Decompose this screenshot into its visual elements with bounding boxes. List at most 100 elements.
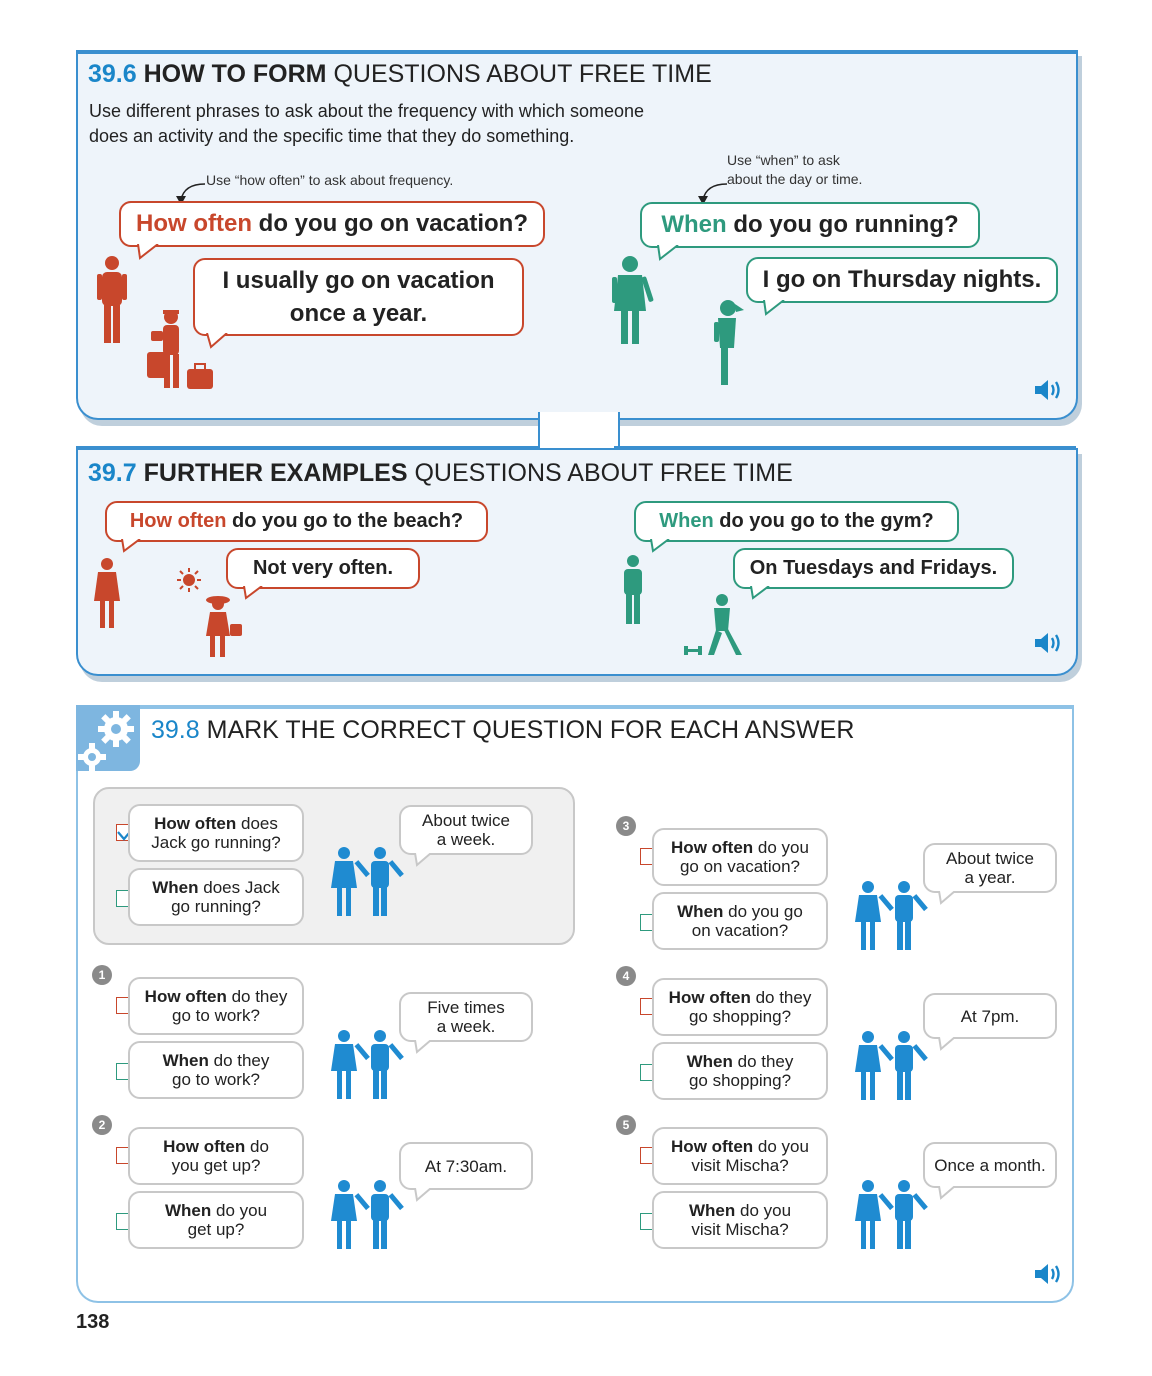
option-text: go to work? xyxy=(172,1006,260,1025)
bubble-tail xyxy=(137,244,159,260)
option-text: go running? xyxy=(171,897,261,916)
option-keyword: How often xyxy=(671,1137,754,1156)
option-keyword: How often xyxy=(668,988,751,1007)
exercise-number-badge: 1 xyxy=(92,965,112,985)
exercise-number-badge: 2 xyxy=(92,1115,112,1135)
bubble-tail xyxy=(243,586,263,600)
note-when-line: about the day or time. xyxy=(727,171,863,187)
gym-exercise-figure xyxy=(684,594,742,655)
answer-bubble: I go on Thursday nights. xyxy=(746,257,1058,303)
answer-text: Five times xyxy=(427,998,505,1017)
bubble-tail xyxy=(938,891,956,905)
option-when[interactable]: When do you go on vacation? xyxy=(652,892,828,950)
answer-text: a year. xyxy=(964,868,1016,887)
option-text: do you go xyxy=(728,902,803,921)
section-heading-rest: QUESTIONS ABOUT FREE TIME xyxy=(333,60,712,88)
option-text: go on vacation? xyxy=(679,857,801,876)
option-when[interactable]: When do they go to work? xyxy=(128,1041,304,1099)
answer-bubble: About twice a week. xyxy=(399,805,533,855)
bubble-tail xyxy=(121,539,141,553)
option-how-often[interactable]: How often do you go on vacation? xyxy=(652,828,828,886)
question-highlight: How often xyxy=(129,510,227,532)
question-bubble: How often do you go to the beach? xyxy=(105,501,488,542)
section-39-8-title: 39.8 MARK THE CORRECT QUESTION FOR EACH … xyxy=(151,716,854,745)
conversation-figures xyxy=(331,1180,404,1249)
exercise-number-badge: 4 xyxy=(616,966,636,986)
option-when[interactable]: When do you get up? xyxy=(128,1191,304,1249)
runner-woman-figure xyxy=(714,300,744,385)
option-how-often[interactable]: How often do they go to work? xyxy=(128,977,304,1035)
intro-line: does an activity and the specific time t… xyxy=(89,126,575,146)
beachgoer-figure xyxy=(206,596,242,657)
panel-top-border-right xyxy=(614,446,1076,448)
option-keyword: When xyxy=(686,1052,733,1071)
woman-figure xyxy=(94,558,120,628)
section-heading-bold: FURTHER EXAMPLES xyxy=(143,459,408,487)
note-when: Use “when” to ask about the day or time. xyxy=(727,151,862,189)
option-text: do they xyxy=(737,1052,794,1071)
section-heading-bold: HOW TO FORM xyxy=(143,60,327,88)
conversation-figures xyxy=(855,881,928,950)
page-number: 138 xyxy=(76,1311,110,1333)
option-when[interactable]: When does Jack go running? xyxy=(128,868,304,926)
option-when[interactable]: When do you visit Mischa? xyxy=(652,1191,828,1249)
bubble-tail xyxy=(763,300,785,316)
speaker-icon[interactable] xyxy=(1033,377,1067,403)
gears-icon-graphic xyxy=(78,711,134,771)
exercise-number-badge: 5 xyxy=(616,1115,636,1135)
option-text: do they xyxy=(231,987,288,1006)
bubble-tail xyxy=(657,245,679,261)
question-text: do you go on vacation? xyxy=(258,210,528,237)
option-keyword: When xyxy=(152,878,199,897)
answer-text: On Tuesdays and Fridays. xyxy=(749,557,998,579)
question-highlight: When xyxy=(659,510,714,532)
option-text: go to work? xyxy=(172,1070,260,1089)
answer-bubble: Not very often. xyxy=(226,548,420,589)
bubble-tail xyxy=(650,539,670,553)
answer-text: a week. xyxy=(436,1017,496,1036)
option-how-often[interactable]: How often do they go shopping? xyxy=(652,978,828,1036)
answer-bubble: At 7pm. xyxy=(923,993,1057,1039)
answer-text: About twice xyxy=(946,849,1034,868)
option-text: go shopping? xyxy=(688,1007,792,1026)
conversation-figures xyxy=(331,847,404,916)
bubble-tail xyxy=(414,1188,432,1202)
question-text: do you go to the beach? xyxy=(232,510,464,532)
answer-text: About twice xyxy=(422,811,510,830)
option-when[interactable]: When do they go shopping? xyxy=(652,1042,828,1100)
option-keyword: How often xyxy=(671,838,754,857)
question-bubble: When do you go to the gym? xyxy=(634,501,959,542)
conversation-figures xyxy=(855,1031,928,1100)
conversation-figures xyxy=(855,1180,928,1249)
option-text: go shopping? xyxy=(688,1071,792,1090)
gears-icon xyxy=(76,705,140,771)
answer-line: once a year. xyxy=(289,300,428,327)
answer-bubble: I usually go on vacation once a year. xyxy=(193,258,524,336)
bubble-tail xyxy=(414,853,432,867)
option-keyword: How often xyxy=(154,814,237,833)
option-text: get up? xyxy=(187,1220,245,1239)
woman-figure xyxy=(612,256,654,344)
answer-text: At 7:30am. xyxy=(424,1156,508,1176)
option-text: do you xyxy=(757,838,809,857)
section-39-6-title: 39.6 HOW TO FORM QUESTIONS ABOUT FREE TI… xyxy=(88,60,712,89)
bubble-tail xyxy=(938,1037,956,1051)
section-39-7-title: 39.7 FURTHER EXAMPLES QUESTIONS ABOUT FR… xyxy=(88,459,793,488)
sun-icon xyxy=(177,568,201,592)
answer-text: a week. xyxy=(436,830,496,849)
option-text: do they xyxy=(213,1051,270,1070)
bubble-tail xyxy=(414,1040,432,1054)
speaker-icon[interactable] xyxy=(1033,1261,1067,1287)
option-how-often[interactable]: How often do you get up? xyxy=(128,1127,304,1185)
section-number: 39.8 xyxy=(151,716,200,744)
conversation-figures xyxy=(331,1030,404,1099)
option-how-often[interactable]: How often does Jack go running? xyxy=(128,804,304,862)
option-text: do you xyxy=(757,1137,809,1156)
speaker-icon[interactable] xyxy=(1033,630,1067,656)
question-bubble: How often do you go on vacation? xyxy=(119,201,545,247)
option-how-often[interactable]: How often do you visit Mischa? xyxy=(652,1127,828,1185)
option-text: Jack go running? xyxy=(151,833,281,852)
answer-bubble: At 7:30am. xyxy=(399,1142,533,1190)
note-arrow-right xyxy=(698,183,728,205)
panel-connector xyxy=(538,412,620,450)
